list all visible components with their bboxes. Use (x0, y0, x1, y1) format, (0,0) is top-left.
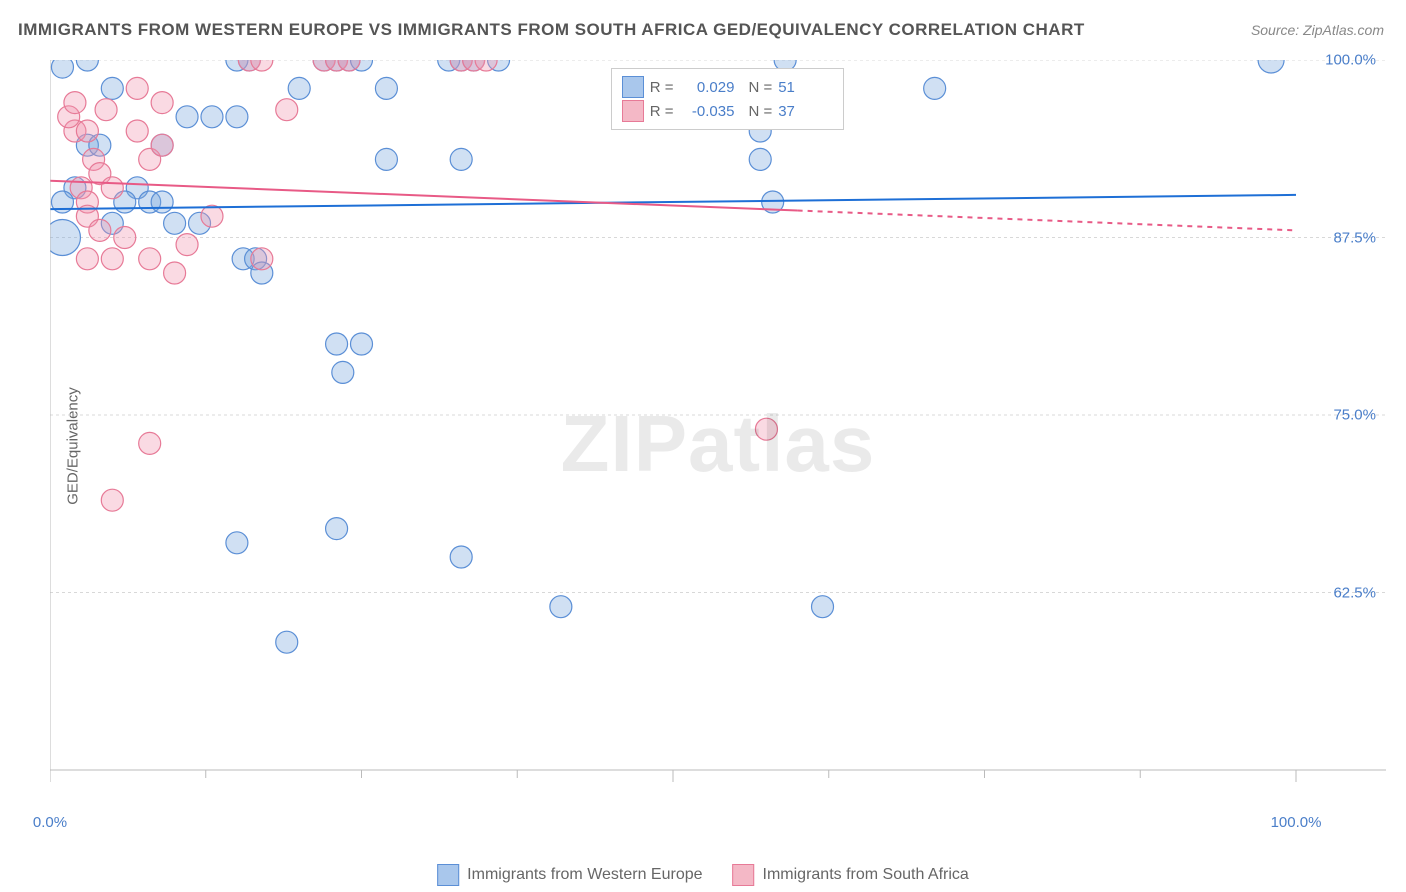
legend-label: Immigrants from Western Europe (467, 866, 702, 884)
r-label: R = (650, 79, 674, 96)
legend-swatch (733, 864, 755, 886)
r-value: 0.029 (679, 79, 734, 96)
chart-plot-area: ZIPatlas R = 0.029 N = 51 R = -0.035 N =… (50, 60, 1386, 828)
r-label: R = (650, 103, 674, 120)
y-tick-label: 62.5% (1333, 584, 1376, 601)
legend-item-south-africa: Immigrants from South Africa (733, 864, 969, 886)
y-tick-label: 100.0% (1325, 52, 1376, 69)
n-label: N = (748, 103, 772, 120)
legend-row: R = 0.029 N = 51 (622, 75, 834, 99)
correlation-legend: R = 0.029 N = 51 R = -0.035 N = 37 (611, 68, 845, 130)
series-legend: Immigrants from Western Europe Immigrant… (437, 864, 969, 886)
n-value: 37 (778, 103, 833, 120)
x-tick-label: 100.0% (1271, 814, 1322, 831)
y-tick-label: 75.0% (1333, 407, 1376, 424)
legend-label: Immigrants from South Africa (763, 866, 969, 884)
scatter-chart (50, 60, 1386, 828)
legend-swatch (622, 100, 644, 122)
legend-item-western-europe: Immigrants from Western Europe (437, 864, 702, 886)
y-tick-label: 87.5% (1333, 229, 1376, 246)
legend-swatch (622, 76, 644, 98)
x-tick-label: 0.0% (33, 814, 67, 831)
legend-swatch (437, 864, 459, 886)
legend-row: R = -0.035 N = 37 (622, 99, 834, 123)
r-value: -0.035 (679, 103, 734, 120)
n-value: 51 (778, 79, 833, 96)
chart-title: IMMIGRANTS FROM WESTERN EUROPE VS IMMIGR… (18, 20, 1085, 40)
n-label: N = (748, 79, 772, 96)
source-credit: Source: ZipAtlas.com (1251, 22, 1384, 38)
